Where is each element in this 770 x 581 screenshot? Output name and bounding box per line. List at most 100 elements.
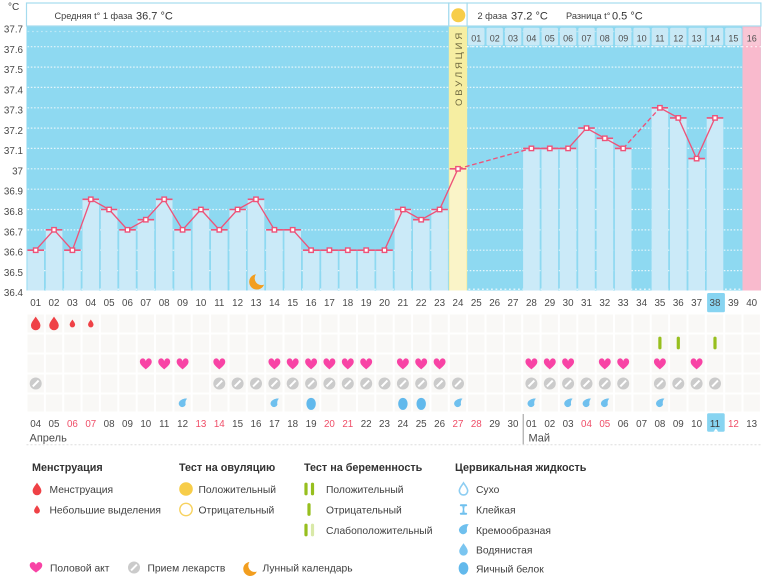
svg-text:Отрицательный: Отрицательный: [199, 506, 275, 517]
svg-text:11: 11: [710, 419, 720, 430]
svg-text:16: 16: [251, 419, 262, 430]
svg-text:36.5: 36.5: [4, 268, 24, 279]
svg-text:05: 05: [599, 419, 610, 430]
svg-text:22: 22: [416, 298, 427, 309]
svg-text:15: 15: [232, 419, 243, 430]
svg-text:18: 18: [342, 298, 353, 309]
svg-text:10: 10: [195, 298, 206, 309]
svg-text:18: 18: [287, 419, 298, 430]
svg-text:37.5: 37.5: [4, 65, 24, 76]
svg-text:°C: °C: [8, 2, 19, 13]
svg-text:11: 11: [214, 298, 224, 309]
svg-text:26: 26: [489, 298, 500, 309]
svg-text:06: 06: [618, 419, 629, 430]
svg-text:Водянистая: Водянистая: [476, 546, 532, 557]
svg-text:16: 16: [306, 298, 317, 309]
svg-text:35: 35: [654, 298, 665, 309]
svg-text:Средняя t° 1 фаза: Средняя t° 1 фаза: [55, 11, 134, 21]
svg-text:13: 13: [746, 419, 757, 430]
svg-text:06: 06: [67, 419, 78, 430]
svg-text:Разница t°: Разница t°: [566, 11, 611, 21]
svg-text:06: 06: [122, 298, 133, 309]
svg-text:37: 37: [12, 167, 23, 178]
svg-text:14: 14: [269, 298, 280, 309]
svg-text:Клейкая: Клейкая: [476, 506, 516, 517]
svg-text:13: 13: [251, 298, 262, 309]
svg-text:07: 07: [140, 298, 151, 309]
svg-text:08: 08: [104, 419, 115, 430]
svg-text:Половой акт: Половой акт: [50, 563, 110, 574]
svg-text:01: 01: [30, 298, 41, 309]
svg-text:29: 29: [544, 298, 555, 309]
svg-text:37.1: 37.1: [4, 146, 23, 157]
svg-text:Тест на беременность: Тест на беременность: [304, 462, 423, 474]
svg-text:Сухо: Сухо: [476, 485, 500, 496]
svg-text:29: 29: [489, 419, 500, 430]
svg-text:04: 04: [85, 298, 96, 309]
svg-text:37: 37: [691, 298, 702, 309]
svg-text:37.6: 37.6: [4, 45, 24, 56]
svg-text:39: 39: [728, 298, 739, 309]
svg-text:13: 13: [195, 419, 206, 430]
svg-text:36.6: 36.6: [4, 248, 24, 259]
svg-text:24: 24: [453, 298, 464, 309]
svg-text:Кремообразная: Кремообразная: [476, 525, 551, 537]
svg-text:09: 09: [122, 419, 133, 430]
svg-text:04: 04: [526, 33, 536, 43]
svg-text:11: 11: [159, 419, 169, 430]
svg-text:23: 23: [379, 419, 390, 430]
svg-text:Положительный: Положительный: [326, 485, 404, 496]
svg-text:Тест на овуляцию: Тест на овуляцию: [179, 462, 275, 474]
svg-text:10: 10: [140, 419, 151, 430]
svg-text:15: 15: [287, 298, 298, 309]
svg-text:Менструация: Менструация: [50, 485, 114, 496]
svg-text:Май: Май: [529, 433, 551, 445]
svg-text:03: 03: [67, 298, 78, 309]
svg-text:Цервикальная жидкость: Цервикальная жидкость: [455, 462, 587, 474]
svg-text:01: 01: [526, 419, 537, 430]
svg-text:20: 20: [379, 298, 390, 309]
svg-text:Менструация: Менструация: [32, 462, 103, 474]
svg-text:17: 17: [324, 298, 335, 309]
svg-text:09: 09: [673, 419, 684, 430]
svg-text:37.2: 37.2: [4, 126, 23, 137]
svg-text:Прием лекарств: Прием лекарств: [148, 563, 226, 574]
svg-text:12: 12: [177, 419, 188, 430]
svg-text:01: 01: [471, 33, 481, 43]
svg-text:36.7 °C: 36.7 °C: [136, 11, 173, 23]
svg-text:30: 30: [508, 419, 519, 430]
svg-text:06: 06: [563, 33, 573, 43]
svg-text:38: 38: [710, 298, 721, 309]
svg-text:2 фаза: 2 фаза: [478, 11, 508, 21]
svg-text:09: 09: [618, 33, 628, 43]
svg-text:27: 27: [453, 419, 464, 430]
svg-text:14: 14: [710, 33, 720, 43]
svg-text:04: 04: [30, 419, 41, 430]
svg-text:ОВУЛЯЦИЯ: ОВУЛЯЦИЯ: [454, 30, 465, 106]
svg-text:Положительный: Положительный: [199, 485, 277, 496]
svg-text:21: 21: [397, 298, 408, 309]
svg-text:07: 07: [636, 419, 647, 430]
svg-text:37.2 °C: 37.2 °C: [511, 11, 548, 23]
svg-text:28: 28: [526, 298, 537, 309]
svg-text:26: 26: [434, 419, 445, 430]
svg-text:19: 19: [306, 419, 317, 430]
svg-text:20: 20: [324, 419, 335, 430]
svg-text:08: 08: [159, 298, 170, 309]
svg-text:15: 15: [728, 33, 738, 43]
svg-text:0.5 °C: 0.5 °C: [612, 11, 643, 23]
svg-text:10: 10: [691, 419, 702, 430]
svg-text:05: 05: [49, 419, 60, 430]
svg-text:02: 02: [49, 298, 60, 309]
svg-text:34: 34: [636, 298, 647, 309]
svg-text:02: 02: [490, 33, 500, 43]
svg-text:37.4: 37.4: [4, 85, 24, 96]
svg-text:11: 11: [655, 33, 664, 43]
svg-text:Яичный белок: Яичный белок: [476, 564, 544, 576]
svg-text:25: 25: [416, 419, 427, 430]
svg-text:07: 07: [85, 419, 96, 430]
svg-text:Небольшие выделения: Небольшие выделения: [50, 505, 161, 517]
svg-text:07: 07: [581, 33, 591, 43]
svg-text:19: 19: [361, 298, 372, 309]
svg-text:14: 14: [214, 419, 225, 430]
